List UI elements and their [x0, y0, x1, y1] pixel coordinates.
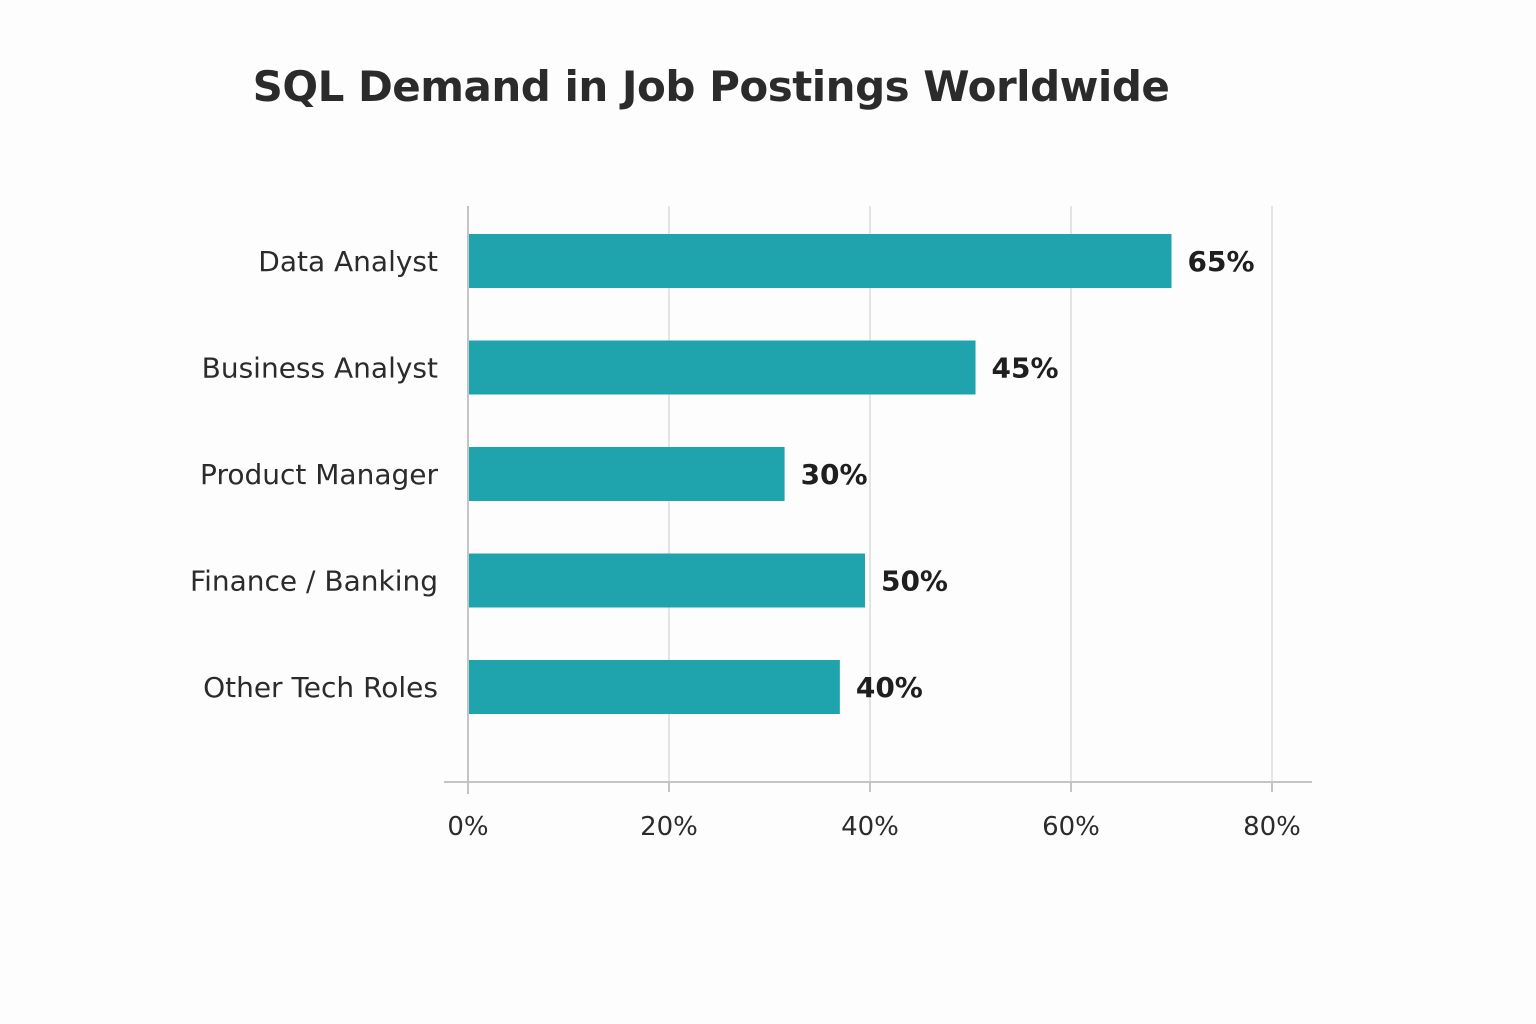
x-tick-label: 20% — [640, 812, 698, 842]
bar — [468, 660, 840, 714]
x-tick-label: 40% — [841, 812, 899, 842]
bar — [468, 553, 865, 608]
bar — [468, 447, 785, 501]
axes: 0% 20% 40% 60% 80% — [444, 206, 1312, 842]
x-tick-label: 80% — [1243, 812, 1301, 842]
labels: Data Analyst 65% Business Analyst 45% Produc… — [190, 245, 1255, 704]
x-tick-label: 0% — [447, 812, 488, 842]
category-label: Business Analyst — [202, 352, 438, 385]
bar — [468, 234, 1172, 288]
category-label: Finance / Banking — [190, 565, 438, 598]
value-label: 50% — [881, 565, 948, 598]
value-label: 30% — [801, 458, 868, 491]
value-label: 65% — [1188, 245, 1255, 278]
value-label: 45% — [992, 352, 1059, 385]
bar — [468, 340, 976, 395]
category-label: Data Analyst — [258, 245, 438, 278]
category-label: Product Manager — [200, 458, 438, 491]
chart-title: SQL Demand in Job Postings Worldwide — [252, 62, 1170, 111]
category-label: Other Tech Roles — [203, 671, 438, 704]
x-tick-label: 60% — [1042, 812, 1100, 842]
value-label: 40% — [856, 671, 923, 704]
bars — [468, 234, 1172, 714]
